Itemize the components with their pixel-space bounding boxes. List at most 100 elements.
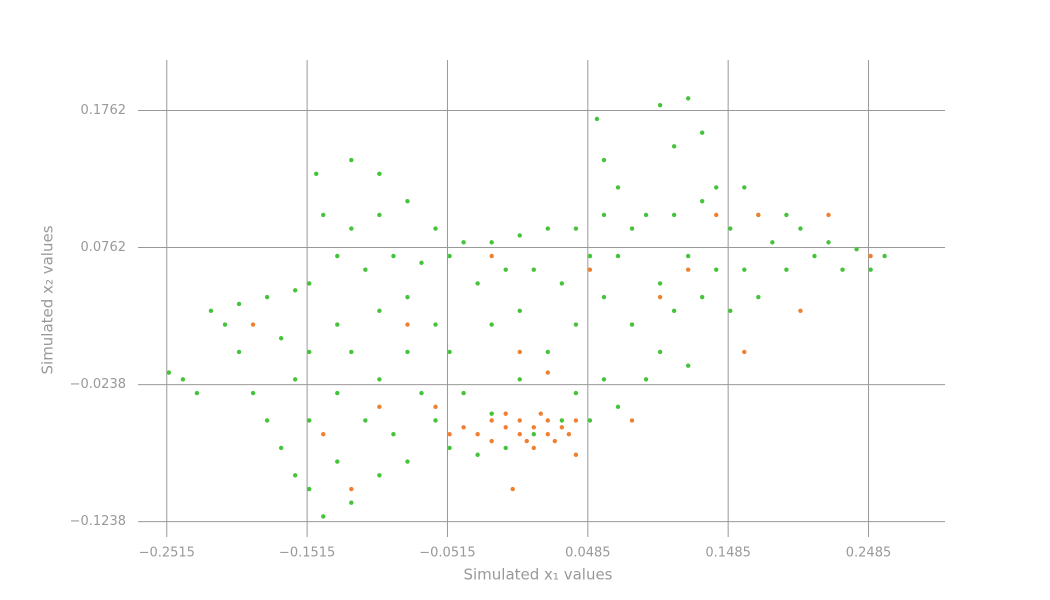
point bbox=[517, 308, 522, 314]
point bbox=[573, 418, 579, 423]
point bbox=[545, 226, 551, 231]
point bbox=[742, 267, 747, 272]
point bbox=[489, 418, 494, 423]
point bbox=[503, 445, 508, 451]
point bbox=[307, 349, 312, 355]
point bbox=[503, 267, 508, 272]
point bbox=[545, 349, 551, 355]
point bbox=[559, 281, 565, 286]
point bbox=[447, 253, 452, 259]
point bbox=[517, 431, 522, 437]
point bbox=[742, 349, 747, 355]
point bbox=[307, 486, 312, 492]
point bbox=[349, 226, 354, 231]
point bbox=[503, 425, 508, 430]
point bbox=[278, 445, 284, 451]
point bbox=[475, 281, 480, 286]
x-tick-label: 0.0485 bbox=[565, 546, 611, 561]
point bbox=[264, 294, 270, 300]
point bbox=[756, 294, 761, 300]
point bbox=[307, 281, 312, 286]
point bbox=[615, 185, 621, 190]
point bbox=[335, 459, 340, 464]
point bbox=[671, 308, 677, 314]
point bbox=[433, 322, 438, 327]
point bbox=[377, 377, 382, 382]
point bbox=[236, 301, 242, 307]
point bbox=[538, 411, 543, 416]
point bbox=[559, 418, 565, 423]
point bbox=[601, 377, 607, 382]
point bbox=[671, 144, 677, 149]
point bbox=[545, 370, 551, 375]
point bbox=[559, 425, 565, 430]
point bbox=[699, 294, 705, 300]
point bbox=[321, 431, 326, 437]
point bbox=[335, 322, 340, 327]
point bbox=[728, 226, 733, 231]
point bbox=[699, 198, 705, 204]
point bbox=[166, 370, 172, 375]
point bbox=[784, 267, 789, 272]
y-tick-label: 0.0762 bbox=[81, 240, 127, 255]
point bbox=[573, 226, 579, 231]
y-tick-label: −0.0238 bbox=[70, 377, 126, 392]
point bbox=[615, 404, 621, 409]
point bbox=[447, 431, 452, 437]
point bbox=[742, 185, 747, 190]
point bbox=[587, 418, 593, 423]
point bbox=[377, 404, 382, 409]
point bbox=[180, 377, 186, 382]
point bbox=[307, 418, 312, 423]
point bbox=[545, 431, 551, 437]
point bbox=[236, 349, 242, 355]
point bbox=[208, 308, 214, 314]
point bbox=[377, 473, 382, 478]
point bbox=[489, 438, 494, 444]
point bbox=[349, 157, 354, 163]
point bbox=[377, 212, 382, 218]
point bbox=[391, 431, 396, 437]
point bbox=[812, 253, 817, 259]
point bbox=[517, 349, 522, 355]
point bbox=[601, 212, 607, 218]
point bbox=[728, 308, 733, 314]
point bbox=[643, 212, 649, 218]
point bbox=[321, 514, 326, 519]
point bbox=[517, 233, 522, 238]
point bbox=[798, 308, 803, 314]
point bbox=[461, 240, 466, 245]
point bbox=[573, 322, 579, 327]
point bbox=[377, 171, 382, 176]
point bbox=[629, 226, 635, 231]
point bbox=[321, 212, 326, 218]
point bbox=[629, 322, 635, 327]
point bbox=[671, 212, 677, 218]
point bbox=[447, 445, 452, 451]
point bbox=[699, 130, 705, 135]
point bbox=[349, 500, 354, 505]
point bbox=[264, 418, 270, 423]
point bbox=[433, 404, 438, 409]
point bbox=[868, 253, 873, 259]
point bbox=[685, 363, 691, 368]
point bbox=[433, 418, 438, 423]
point bbox=[594, 116, 600, 122]
point bbox=[868, 267, 873, 272]
y-tick-label: −0.1238 bbox=[70, 514, 126, 529]
point bbox=[531, 431, 536, 437]
point bbox=[335, 390, 340, 396]
point bbox=[531, 267, 536, 272]
point bbox=[685, 253, 691, 259]
point bbox=[419, 390, 424, 396]
point bbox=[601, 294, 607, 300]
point bbox=[882, 253, 887, 259]
point bbox=[349, 349, 354, 355]
point bbox=[447, 349, 452, 355]
point bbox=[756, 212, 761, 218]
point bbox=[854, 246, 859, 252]
point bbox=[714, 267, 719, 272]
point bbox=[405, 459, 410, 464]
